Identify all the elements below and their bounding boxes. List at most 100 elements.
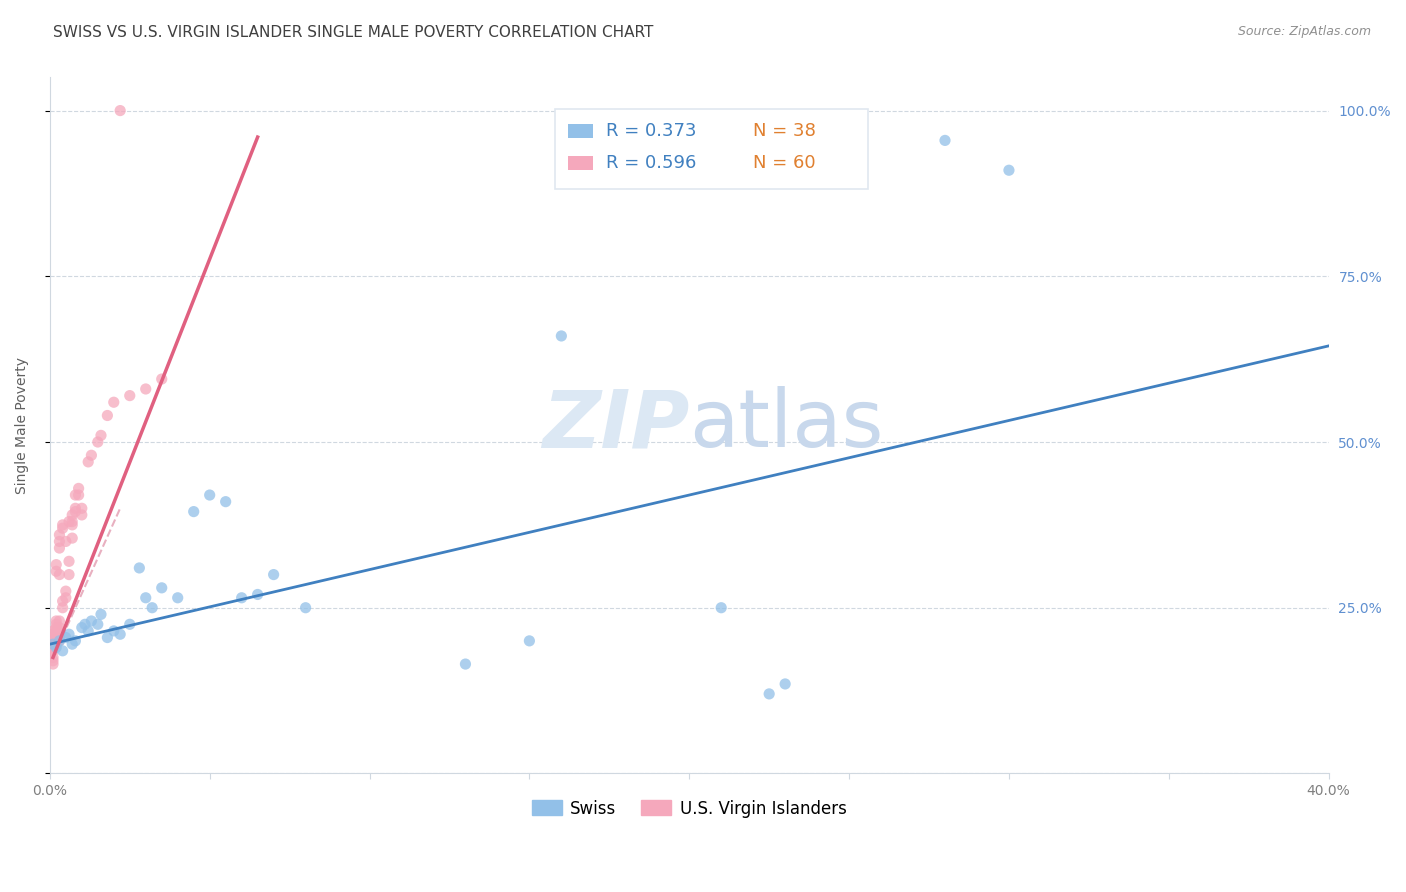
Point: [758, 687, 780, 701]
Point: [45, 631, 67, 645]
Point: [65, 488, 87, 502]
Point: [42, 654, 65, 668]
Point: [80, 614, 103, 628]
Point: [128, 561, 150, 575]
Point: [45, 640, 67, 655]
Point: [141, 600, 163, 615]
Point: [998, 163, 1021, 178]
Y-axis label: Single Male Poverty: Single Male Poverty: [15, 357, 30, 494]
Point: [60, 637, 83, 651]
Text: R = 0.596: R = 0.596: [606, 154, 696, 172]
Point: [60, 517, 83, 532]
Point: [90, 428, 112, 442]
Point: [80, 448, 103, 462]
Point: [48, 614, 70, 628]
Point: [70, 621, 93, 635]
Point: [108, 627, 131, 641]
Point: [60, 515, 83, 529]
Point: [55, 534, 77, 549]
Point: [45, 633, 67, 648]
Point: [48, 633, 70, 648]
FancyBboxPatch shape: [568, 156, 593, 170]
Point: [108, 103, 131, 118]
Point: [52, 594, 75, 608]
Point: [90, 607, 112, 622]
Point: [519, 633, 541, 648]
Point: [45, 558, 67, 572]
Point: [48, 567, 70, 582]
Text: N = 38: N = 38: [754, 122, 815, 140]
Point: [96, 631, 118, 645]
Point: [45, 627, 67, 641]
Point: [42, 633, 65, 648]
Point: [934, 133, 956, 147]
Text: R = 0.373: R = 0.373: [606, 122, 696, 140]
Point: [166, 591, 188, 605]
Point: [48, 528, 70, 542]
Point: [135, 382, 157, 396]
Point: [215, 494, 238, 508]
Point: [70, 501, 93, 516]
Point: [103, 395, 125, 409]
Point: [45, 624, 67, 638]
Point: [58, 515, 80, 529]
Point: [198, 488, 221, 502]
Point: [48, 633, 70, 648]
Point: [67, 482, 90, 496]
Point: [42, 637, 65, 651]
Point: [48, 624, 70, 638]
Text: SWISS VS U.S. VIRGIN ISLANDER SINGLE MALE POVERTY CORRELATION CHART: SWISS VS U.S. VIRGIN ISLANDER SINGLE MAL…: [53, 25, 654, 40]
Point: [77, 624, 100, 638]
Point: [45, 637, 67, 651]
Point: [70, 508, 93, 522]
Point: [52, 517, 75, 532]
Point: [183, 505, 205, 519]
Point: [231, 591, 253, 605]
Point: [150, 581, 173, 595]
Point: [48, 621, 70, 635]
Point: [263, 567, 285, 582]
Point: [118, 389, 141, 403]
Point: [87, 435, 110, 450]
Point: [48, 534, 70, 549]
Point: [42, 637, 65, 651]
Point: [150, 372, 173, 386]
Point: [454, 657, 477, 671]
Point: [550, 329, 572, 343]
FancyBboxPatch shape: [555, 109, 869, 189]
Point: [42, 624, 65, 638]
Text: ZIP: ZIP: [541, 386, 689, 465]
Text: Source: ZipAtlas.com: Source: ZipAtlas.com: [1237, 25, 1371, 38]
Point: [58, 567, 80, 582]
Point: [103, 624, 125, 638]
Point: [48, 631, 70, 645]
Point: [87, 617, 110, 632]
Point: [65, 633, 87, 648]
Point: [42, 640, 65, 655]
Point: [42, 631, 65, 645]
Point: [52, 600, 75, 615]
Point: [45, 564, 67, 578]
Point: [118, 617, 141, 632]
Point: [55, 631, 77, 645]
Point: [65, 505, 87, 519]
Point: [55, 591, 77, 605]
Point: [55, 584, 77, 599]
Point: [60, 508, 83, 522]
Point: [67, 488, 90, 502]
FancyBboxPatch shape: [568, 124, 593, 138]
Point: [294, 600, 316, 615]
Point: [45, 617, 67, 632]
Point: [45, 614, 67, 628]
Point: [42, 627, 65, 641]
Point: [246, 587, 269, 601]
Point: [73, 617, 96, 632]
Point: [58, 627, 80, 641]
Point: [42, 657, 65, 671]
Point: [710, 600, 733, 615]
Point: [42, 650, 65, 665]
Point: [773, 677, 796, 691]
Legend: Swiss, U.S. Virgin Islanders: Swiss, U.S. Virgin Islanders: [526, 793, 853, 824]
Point: [77, 455, 100, 469]
Point: [60, 531, 83, 545]
